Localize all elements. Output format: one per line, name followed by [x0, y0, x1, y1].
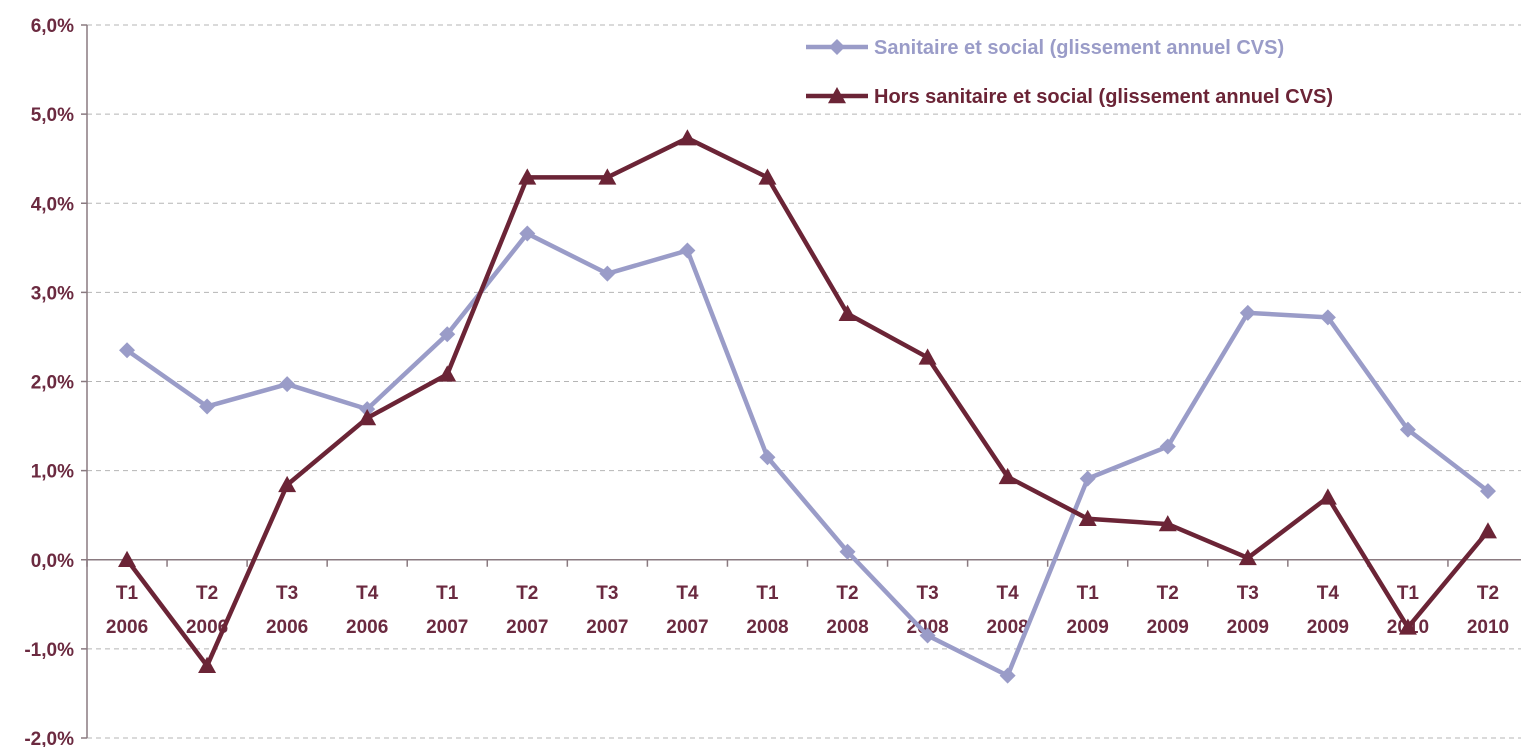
data-point	[839, 543, 856, 560]
data-point	[1158, 515, 1177, 532]
data-point	[1479, 483, 1496, 500]
legend-label: Hors sanitaire et social (glissement ann…	[874, 86, 1333, 108]
data-point	[598, 168, 617, 185]
data-point	[198, 656, 217, 674]
data-point	[119, 342, 136, 359]
data-point	[1319, 309, 1336, 326]
data-point	[278, 475, 297, 493]
data-point	[199, 398, 216, 415]
data-point	[279, 376, 296, 393]
y-tick-label: 5,0%	[31, 105, 74, 126]
data-point	[439, 326, 456, 343]
x-tick-label: T2 2010	[1467, 583, 1509, 638]
data-point	[1239, 304, 1256, 321]
x-tick-label: T1 2008	[746, 583, 788, 638]
data-point	[759, 449, 776, 466]
data-point	[1078, 509, 1097, 526]
data-point	[919, 627, 936, 644]
x-tick-label: T2 2008	[826, 583, 868, 638]
x-tick-label: T4 2008	[986, 583, 1028, 638]
x-tick-label: T4 2006	[346, 583, 388, 638]
y-tick-label: 6,0%	[31, 16, 74, 37]
series	[118, 129, 1497, 684]
data-point	[838, 304, 857, 321]
y-tick-label: 3,0%	[31, 283, 74, 304]
data-point	[599, 265, 616, 282]
data-point	[1238, 548, 1257, 566]
data-point	[678, 129, 697, 146]
axes	[81, 24, 1521, 739]
data-point	[1318, 488, 1337, 505]
x-tick-label: T1 2009	[1067, 583, 1109, 638]
data-point	[918, 348, 937, 365]
data-point	[1398, 618, 1417, 635]
x-tick-label: T3 2007	[586, 583, 628, 638]
gridlines	[87, 24, 1521, 739]
y-tick-label: -1,0%	[24, 640, 74, 661]
x-tick-label: T4 2007	[666, 583, 708, 638]
legend-item-1: Sanitaire et social (glissement annuel C…	[806, 37, 1284, 59]
data-point	[438, 365, 457, 382]
y-tick-label: -2,0%	[24, 729, 74, 747]
data-point	[1478, 522, 1497, 539]
series-2	[118, 129, 1497, 674]
data-point	[758, 168, 777, 185]
data-point	[118, 550, 137, 567]
data-point	[358, 409, 377, 426]
y-tick-label: 0,0%	[31, 551, 74, 572]
y-tick-label: 2,0%	[31, 373, 74, 394]
data-point	[1399, 421, 1416, 438]
x-tick-label: T1 2006	[106, 583, 148, 638]
series-line	[125, 135, 1490, 669]
legend-swatch-marker	[829, 39, 845, 55]
series-line	[125, 231, 1490, 678]
x-tick-label: T2 2006	[186, 583, 228, 638]
legend: Sanitaire et social (glissement annuel C…	[806, 37, 1333, 108]
legend-label: Sanitaire et social (glissement annuel C…	[874, 37, 1284, 59]
x-tick-label: T4 2009	[1307, 583, 1349, 638]
x-tick-label: T3 2009	[1227, 583, 1269, 638]
data-point	[998, 467, 1017, 485]
y-tick-label: 4,0%	[31, 194, 74, 215]
x-tick-label: T2 2009	[1147, 583, 1189, 638]
data-point	[999, 667, 1016, 684]
legend-item-2: Hors sanitaire et social (glissement ann…	[806, 86, 1333, 108]
data-point	[518, 168, 537, 185]
data-point	[1159, 438, 1176, 455]
x-tick-label: T1 2007	[426, 583, 468, 638]
data-point	[679, 242, 696, 259]
x-axis-tick-labels: T1 2006 T2 2006 T3 2006 T4 2006 T1 2007 T2 2007 T3 20…	[106, 583, 1509, 638]
legend-swatch-marker	[828, 87, 846, 104]
data-point	[519, 225, 536, 242]
x-tick-label: T3 2006	[266, 583, 308, 638]
y-tick-label: 1,0%	[31, 462, 74, 483]
x-tick-label: T2 2007	[506, 583, 548, 638]
y-axis-tick-labels: -2,0% -1,0% 0,0% 1,0% 2,0% 3,0% 4,0% 5,0% 6,0%	[24, 16, 74, 747]
data-point	[1079, 470, 1096, 487]
